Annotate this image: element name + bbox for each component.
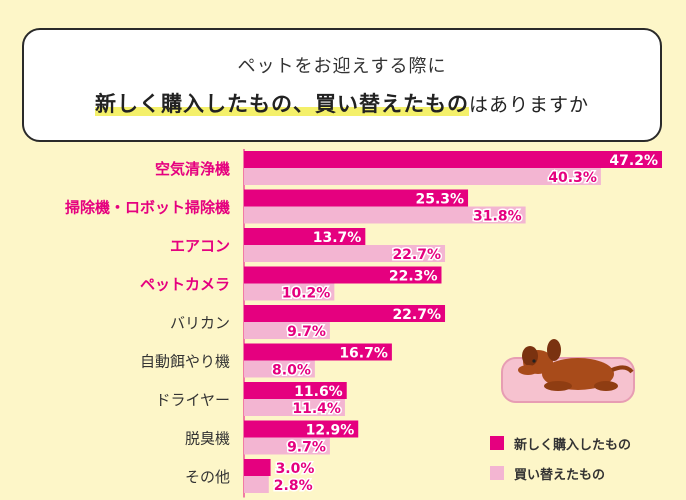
value-label-replace: 40.3% <box>548 170 597 186</box>
value-label-replace: 22.7% <box>392 247 441 263</box>
value-label-replace: 31.8% <box>473 209 522 225</box>
legend-label-replace: 買い替えたもの <box>514 467 606 483</box>
bar-new <box>244 266 442 284</box>
bar-new <box>244 151 662 168</box>
title-highlight: 新しく購入したもの、買い替えたもの <box>94 92 469 116</box>
category-label: 脱臭機 <box>185 430 230 448</box>
bar-replace <box>244 437 330 455</box>
value-label-replace: 11.4% <box>292 401 341 417</box>
value-label-new: 47.2% <box>609 153 658 169</box>
category-label: 空気清浄機 <box>155 160 230 178</box>
value-label-new: 11.6% <box>294 384 343 400</box>
value-label-new: 22.3% <box>389 269 438 285</box>
bar-replace <box>244 476 269 493</box>
value-label-new: 22.7% <box>392 307 441 323</box>
bar-new <box>244 189 469 207</box>
value-label-new: 12.9% <box>306 423 355 439</box>
bar-replace <box>244 168 601 185</box>
category-label: バリカン <box>170 314 230 332</box>
category-label: 自動餌やり機 <box>140 353 230 371</box>
value-label-new: 25.3% <box>415 192 464 208</box>
bar-new <box>244 420 359 438</box>
value-label-replace: 9.7% <box>287 440 326 456</box>
title-line1: ペットをお迎えする際に <box>237 56 447 77</box>
value-label-new: 13.7% <box>313 230 362 246</box>
category-label: エアコン <box>170 237 230 255</box>
value-label-replace: 2.8% <box>274 478 313 494</box>
dog-on-cushion-illustration <box>501 339 635 403</box>
legend-label-new: 新しく購入したもの <box>514 437 632 453</box>
value-label-replace: 9.7% <box>287 324 326 340</box>
bar-new <box>244 382 347 399</box>
value-label-replace: 8.0% <box>272 363 311 379</box>
bar-new <box>244 305 446 322</box>
category-label: 掃除機・ロボット掃除機 <box>65 199 230 217</box>
legend-swatch-new <box>490 436 504 450</box>
value-label-replace: 10.2% <box>282 286 331 302</box>
bar-new <box>244 228 366 245</box>
bar-new <box>244 459 271 476</box>
value-label-new: 16.7% <box>339 346 388 362</box>
value-label-new: 3.0% <box>276 461 315 477</box>
legend-swatch-replace <box>490 466 504 480</box>
bar-replace <box>244 245 446 262</box>
legend-item-replace: 買い替えたもの <box>490 458 631 488</box>
dog-figure <box>518 339 634 391</box>
bar-replace <box>244 206 526 224</box>
title-box: ペットをお迎えする際に 新しく購入したもの、買い替えたものはありますか <box>22 28 662 142</box>
title-line2: 新しく購入したもの、買い替えたものはありますか <box>24 88 660 118</box>
legend: 新しく購入したもの 買い替えたもの <box>490 428 631 488</box>
category-label: ドライヤー <box>155 391 230 409</box>
bar-replace <box>244 360 315 378</box>
category-label: その他 <box>185 468 230 486</box>
legend-item-new: 新しく購入したもの <box>490 428 631 458</box>
category-label: ペットカメラ <box>140 276 230 294</box>
bar-replace <box>244 399 345 416</box>
bar-new <box>244 343 392 361</box>
bar-replace <box>244 322 330 339</box>
title-rest: はありますか <box>468 94 589 116</box>
bar-replace <box>244 283 335 301</box>
